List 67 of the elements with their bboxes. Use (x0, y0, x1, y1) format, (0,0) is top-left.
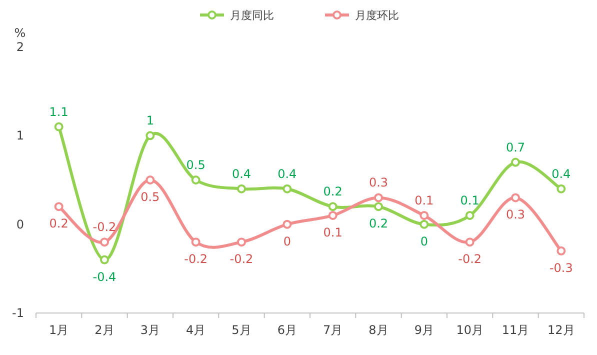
point (54, 202, 64, 212)
point (511, 158, 520, 167)
y-tick-label: 2 (16, 40, 24, 54)
point (191, 238, 200, 247)
point (511, 193, 520, 202)
point (191, 176, 200, 184)
data-label: -0.2 (230, 252, 254, 266)
point (54, 122, 64, 132)
data-label: 0.3 (368, 176, 388, 190)
point (556, 246, 566, 256)
x-tick-label: 1月 (49, 323, 69, 337)
data-label: -0.2 (458, 252, 482, 266)
point (465, 238, 474, 247)
data-label: 0.1 (323, 225, 342, 240)
data-label: -0.3 (549, 260, 573, 275)
data-label: 0.3 (506, 208, 526, 222)
x-tick-label: 12月 (548, 323, 575, 337)
data-label: -0.4 (92, 270, 116, 284)
data-label: 0.1 (460, 193, 480, 208)
data-label: 0 (420, 234, 428, 248)
legend-label: 月度同比 (230, 9, 274, 22)
point (146, 131, 155, 140)
x-tick-label: 6月 (277, 323, 297, 337)
point (420, 220, 429, 229)
data-label: 0.4 (552, 166, 571, 181)
y-tick-label: 1 (16, 128, 24, 143)
x-tick-label: 5月 (232, 323, 252, 337)
legend-label: 月度环比 (355, 9, 399, 22)
data-label: 1 (146, 114, 154, 128)
y-tick-label: -1 (12, 306, 24, 320)
point (374, 202, 383, 212)
point (282, 184, 292, 194)
point (146, 176, 155, 184)
data-label: 0.5 (186, 158, 206, 172)
x-tick-label: 3月 (140, 323, 160, 337)
x-tick-label: 4月 (186, 323, 206, 337)
data-label: 0.2 (368, 216, 388, 231)
point (100, 238, 109, 247)
x-tick-label: 8月 (368, 323, 388, 337)
data-label: -0.2 (92, 220, 116, 234)
point (556, 184, 566, 194)
data-label: 0.2 (323, 184, 342, 199)
point (282, 220, 292, 229)
point (237, 238, 246, 247)
y-axis-title: % (14, 26, 26, 40)
point (374, 193, 383, 202)
point (328, 202, 338, 212)
data-label: 0.2 (49, 216, 68, 231)
data-label: 0.4 (232, 166, 252, 181)
data-label: 1.1 (49, 104, 68, 119)
x-tick-label: 9月 (414, 323, 434, 337)
point (100, 255, 109, 264)
y-tick-label: 0 (16, 217, 24, 232)
data-label: 0.5 (140, 190, 160, 204)
point (465, 210, 474, 220)
data-label: 0.4 (278, 166, 297, 181)
point (237, 184, 246, 194)
x-tick-label: 11月 (502, 323, 530, 337)
data-label: 0.7 (506, 140, 526, 154)
data-label: 0 (283, 234, 291, 248)
point (328, 210, 338, 220)
x-tick-label: 2月 (94, 323, 114, 337)
point (420, 210, 429, 220)
data-label: -0.2 (184, 252, 208, 266)
data-label: 0.1 (414, 193, 434, 208)
x-tick-label: 7月 (323, 323, 343, 337)
x-tick-label: 10月 (456, 323, 484, 337)
